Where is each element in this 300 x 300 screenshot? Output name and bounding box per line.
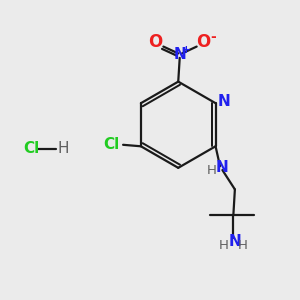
Text: -: - <box>210 30 216 44</box>
Text: Cl: Cl <box>23 141 39 156</box>
Text: Cl: Cl <box>104 137 120 152</box>
Text: N: N <box>218 94 230 109</box>
Text: H: H <box>207 164 217 178</box>
Text: H: H <box>238 239 248 252</box>
Text: H: H <box>219 239 229 252</box>
Text: +: + <box>182 45 190 55</box>
Text: O: O <box>148 32 163 50</box>
Text: N: N <box>216 160 229 175</box>
Text: H: H <box>57 141 69 156</box>
Text: N: N <box>229 234 241 249</box>
Text: N: N <box>173 47 186 62</box>
Text: O: O <box>196 33 211 51</box>
